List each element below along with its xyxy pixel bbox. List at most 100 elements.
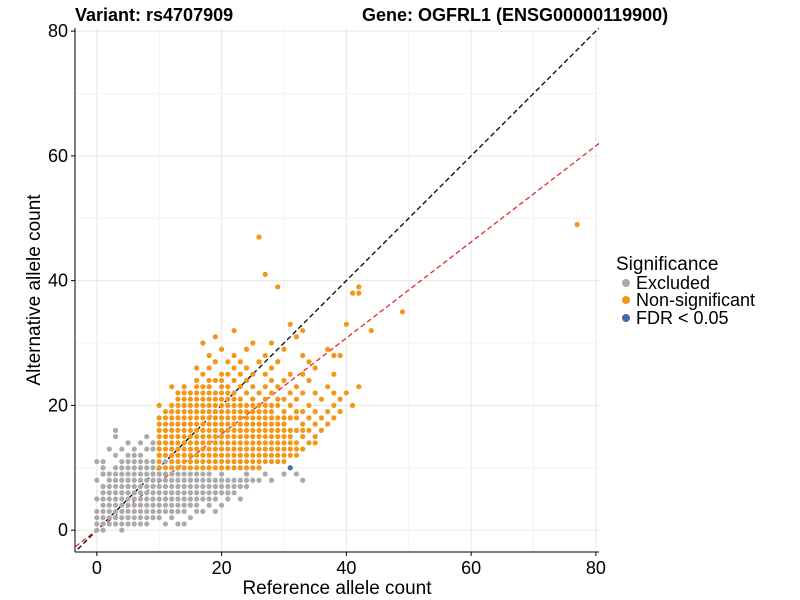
point-non-significant: [162, 415, 169, 421]
point-non-significant: [200, 421, 206, 427]
point-non-significant: [293, 427, 300, 433]
point-excluded: [237, 483, 243, 490]
point-non-significant: [156, 402, 162, 409]
point-non-significant: [243, 458, 250, 465]
point-excluded: [100, 471, 106, 477]
point-non-significant: [218, 390, 225, 396]
point-non-significant: [225, 396, 231, 402]
point-non-significant: [268, 377, 275, 384]
point-excluded: [144, 433, 150, 440]
x-tick-label: 0: [92, 558, 102, 578]
point-non-significant: [194, 409, 200, 415]
point-excluded: [218, 471, 225, 477]
point-non-significant: [156, 465, 162, 471]
point-excluded: [150, 446, 156, 452]
point-non-significant: [194, 390, 200, 396]
point-non-significant: [256, 402, 262, 409]
point-excluded: [112, 471, 119, 477]
point-non-significant: [256, 433, 262, 440]
point-non-significant: [162, 465, 169, 471]
point-non-significant: [250, 402, 256, 409]
point-non-significant: [250, 465, 256, 471]
point-non-significant: [243, 440, 250, 446]
point-excluded: [206, 483, 212, 490]
point-non-significant: [300, 427, 306, 433]
point-non-significant: [293, 446, 300, 452]
point-excluded: [119, 521, 125, 527]
point-excluded: [125, 458, 131, 465]
point-non-significant: [306, 415, 312, 421]
point-non-significant: [243, 390, 250, 396]
point-excluded: [144, 465, 150, 471]
point-excluded: [100, 502, 106, 508]
point-non-significant: [243, 433, 250, 440]
point-non-significant: [225, 384, 231, 390]
point-non-significant: [181, 421, 187, 427]
point-non-significant: [200, 390, 206, 396]
point-non-significant: [218, 371, 225, 377]
point-non-significant: [293, 409, 300, 415]
point-non-significant: [250, 458, 256, 465]
point-non-significant: [200, 409, 206, 415]
point-non-significant: [256, 427, 262, 433]
point-non-significant: [206, 402, 212, 409]
point-excluded: [119, 446, 125, 452]
point-non-significant: [275, 452, 281, 458]
point-excluded: [100, 515, 106, 521]
legend-swatch-non-significant: [622, 296, 630, 304]
point-excluded: [156, 490, 162, 496]
point-non-significant: [187, 458, 194, 465]
point-non-significant: [206, 452, 212, 458]
point-non-significant: [218, 415, 225, 421]
point-excluded: [218, 502, 225, 508]
point-non-significant: [343, 321, 349, 327]
point-non-significant: [250, 427, 256, 433]
point-excluded: [218, 490, 225, 496]
point-non-significant: [175, 433, 181, 440]
point-non-significant: [194, 396, 200, 402]
point-non-significant: [181, 409, 187, 415]
point-excluded: [125, 490, 131, 496]
point-excluded: [112, 496, 119, 502]
point-excluded: [175, 502, 181, 508]
point-non-significant: [175, 465, 181, 471]
point-non-significant: [275, 402, 281, 409]
point-non-significant: [237, 446, 243, 452]
point-non-significant: [231, 440, 237, 446]
point-excluded: [150, 508, 156, 515]
point-non-significant: [231, 365, 237, 371]
point-excluded: [106, 508, 112, 515]
point-non-significant: [231, 452, 237, 458]
point-non-significant: [175, 409, 181, 415]
legend-label-excluded: Excluded: [636, 273, 710, 293]
point-non-significant: [300, 390, 306, 396]
point-non-significant: [231, 446, 237, 452]
point-non-significant: [262, 384, 268, 390]
point-non-significant: [187, 402, 194, 409]
point-excluded: [131, 446, 137, 452]
point-non-significant: [262, 458, 268, 465]
point-excluded: [237, 477, 243, 483]
point-non-significant: [262, 402, 268, 409]
point-excluded: [225, 496, 231, 502]
point-non-significant: [175, 427, 181, 433]
point-non-significant: [337, 409, 343, 415]
point-non-significant: [187, 465, 194, 471]
point-non-significant: [175, 440, 181, 446]
point-non-significant: [194, 433, 200, 440]
point-non-significant: [206, 365, 212, 371]
point-non-significant: [162, 421, 169, 427]
point-non-significant: [331, 402, 337, 409]
point-non-significant: [175, 458, 181, 465]
point-non-significant: [275, 284, 281, 290]
point-non-significant: [256, 390, 262, 396]
point-non-significant: [181, 390, 187, 396]
point-non-significant: [243, 452, 250, 458]
point-excluded: [181, 471, 187, 477]
point-non-significant: [243, 465, 250, 471]
point-excluded: [131, 483, 137, 490]
point-non-significant: [181, 415, 187, 421]
point-non-significant: [169, 384, 175, 390]
point-non-significant: [250, 421, 256, 427]
point-non-significant: [287, 452, 293, 458]
